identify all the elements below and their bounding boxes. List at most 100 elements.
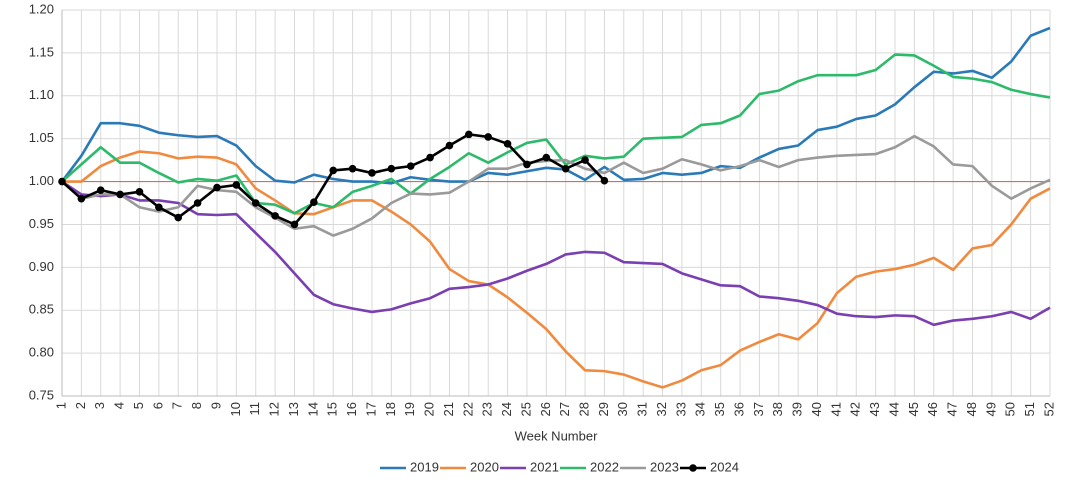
data-point [523, 160, 531, 169]
series-line [62, 150, 1051, 389]
data-point [445, 141, 454, 150]
data-point [155, 203, 163, 212]
data-point [116, 190, 124, 199]
x-tick-label: 40 [809, 402, 824, 416]
x-tick-label: 9 [208, 402, 223, 409]
legend-label: 2020 [470, 459, 499, 474]
data-point [484, 133, 492, 141]
y-tick-label: 0.85 [29, 302, 54, 317]
data-point [135, 188, 144, 196]
x-tick-label: 12 [267, 402, 282, 416]
series-line [61, 180, 1051, 327]
data-point [58, 177, 66, 186]
x-tick-label: 13 [286, 402, 301, 416]
x-tick-label: 46 [925, 402, 940, 416]
x-tick-label: 6 [150, 402, 165, 409]
data-point [96, 186, 105, 194]
y-tick-label: 1.05 [29, 130, 54, 145]
y-tick-label: 0.75 [29, 387, 54, 402]
data-point [290, 220, 299, 229]
x-tick-label: 45 [906, 402, 921, 416]
data-point [368, 169, 376, 177]
data-point [465, 130, 473, 139]
x-tick-label: 47 [945, 402, 960, 416]
x-tick-label: 33 [673, 402, 688, 416]
data-point [174, 213, 183, 222]
legend-label: 2021 [530, 459, 559, 474]
x-tick-label: 41 [828, 402, 843, 416]
x-tick-label: 25 [518, 402, 533, 416]
data-point [77, 194, 86, 203]
x-tick-label: 31 [635, 402, 650, 416]
legend-marker [689, 464, 697, 472]
data-point [426, 153, 434, 162]
x-tick-label: 52 [1041, 402, 1056, 416]
x-tick-label: 37 [751, 402, 766, 416]
series-line [61, 53, 1051, 215]
data-point [310, 198, 318, 206]
y-tick-label: 0.80 [29, 345, 54, 360]
x-tick-label: 26 [538, 402, 553, 416]
x-tick-label: 51 [1022, 402, 1037, 416]
x-tick-label: 30 [615, 402, 630, 416]
x-tick-label: 16 [344, 402, 359, 416]
x-tick-label: 38 [770, 402, 785, 416]
x-tick-label: 36 [731, 402, 746, 416]
x-tick-label: 23 [480, 402, 495, 416]
x-tick-label: 35 [712, 402, 727, 416]
data-point [193, 199, 202, 207]
x-tick-label: 20 [422, 402, 437, 416]
x-tick-label: 28 [576, 402, 591, 416]
x-tick-label: 29 [596, 402, 611, 416]
y-tick-label: 0.90 [29, 259, 54, 274]
legend-label: 2024 [710, 459, 739, 474]
x-tick-label: 43 [867, 402, 882, 416]
x-tick-label: 19 [402, 402, 417, 416]
x-tick-label: 32 [654, 402, 669, 416]
x-tick-label: 48 [964, 402, 979, 416]
data-point [271, 212, 279, 220]
data-point [232, 181, 241, 189]
data-point [406, 162, 415, 170]
x-tick-label: 4 [112, 402, 127, 409]
y-tick-label: 0.95 [29, 216, 54, 231]
data-point [561, 164, 570, 173]
x-tick-label: 50 [1003, 402, 1018, 416]
x-axis-title: Week Number [515, 428, 599, 443]
y-tick-label: 1.00 [29, 173, 54, 188]
y-tick-label: 1.10 [29, 87, 54, 102]
x-tick-label: 49 [983, 402, 998, 416]
series-line [60, 26, 1051, 185]
x-tick-label: 7 [170, 402, 185, 409]
x-tick-label: 15 [325, 402, 340, 416]
legend-label: 2023 [650, 459, 679, 474]
x-tick-label: 39 [790, 402, 805, 416]
series-line [61, 134, 1051, 237]
x-tick-label: 34 [693, 402, 708, 416]
data-point [348, 164, 357, 173]
x-tick-label: 42 [848, 402, 863, 416]
x-tick-label: 27 [557, 402, 572, 416]
x-tick-label: 10 [228, 402, 243, 416]
y-tick-label: 1.20 [29, 1, 54, 16]
legend-label: 2022 [590, 459, 619, 474]
x-tick-label: 8 [189, 402, 204, 409]
data-point [213, 183, 221, 192]
x-tick-label: 1 [53, 402, 68, 409]
x-tick-label: 21 [441, 402, 456, 416]
data-point [581, 156, 589, 164]
x-tick-label: 14 [305, 402, 320, 416]
data-point [503, 140, 512, 148]
x-tick-label: 11 [247, 402, 262, 416]
data-point [251, 199, 260, 207]
x-tick-label: 3 [92, 402, 107, 409]
legend-label: 2019 [410, 459, 439, 474]
x-tick-label: 2 [73, 402, 88, 409]
x-tick-label: 5 [131, 402, 146, 409]
y-tick-label: 1.15 [29, 44, 54, 59]
data-point [329, 166, 338, 175]
x-tick-label: 44 [886, 402, 901, 416]
x-tick-label: 22 [460, 402, 475, 416]
data-point [387, 164, 396, 173]
